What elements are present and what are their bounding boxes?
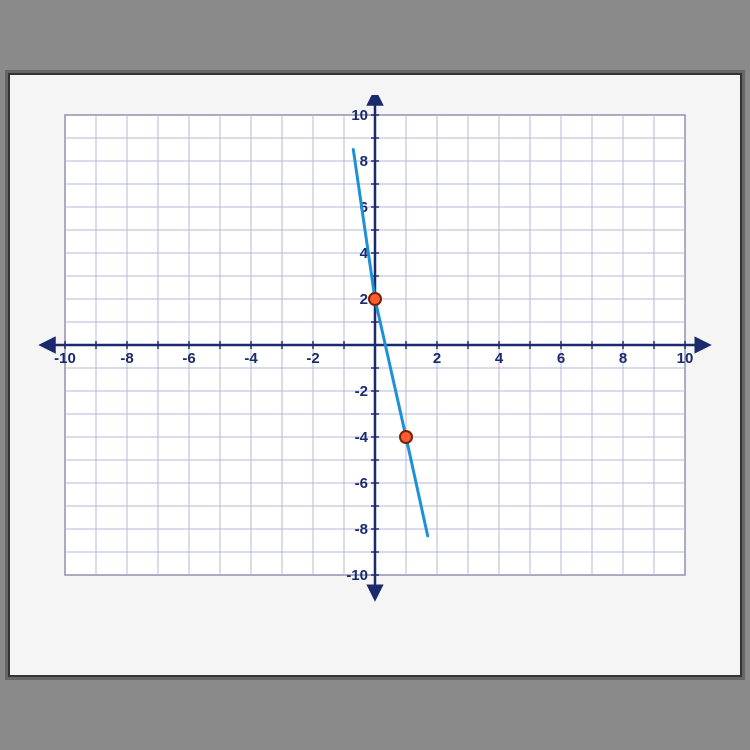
svg-text:8: 8 <box>360 153 368 170</box>
svg-text:-10: -10 <box>346 567 368 584</box>
svg-text:-8: -8 <box>120 350 133 367</box>
svg-text:-6: -6 <box>182 350 195 367</box>
svg-text:-2: -2 <box>355 383 368 400</box>
coordinate-plane: -10-8-6-4-2246810-10-8-6-4-2246810 <box>25 95 725 625</box>
svg-text:2: 2 <box>433 350 441 367</box>
svg-text:2: 2 <box>360 291 368 308</box>
svg-text:4: 4 <box>495 350 504 367</box>
svg-text:10: 10 <box>351 107 368 124</box>
graph-plot: -10-8-6-4-2246810-10-8-6-4-2246810 <box>25 95 725 625</box>
svg-text:-10: -10 <box>54 350 76 367</box>
svg-text:-8: -8 <box>355 521 368 538</box>
svg-text:-2: -2 <box>306 350 319 367</box>
svg-text:10: 10 <box>677 350 694 367</box>
svg-text:8: 8 <box>619 350 627 367</box>
screenshot-frame: -10-8-6-4-2246810-10-8-6-4-2246810 <box>8 73 742 677</box>
svg-text:-4: -4 <box>244 350 258 367</box>
svg-text:-6: -6 <box>355 475 368 492</box>
svg-text:-4: -4 <box>355 429 369 446</box>
svg-text:6: 6 <box>557 350 565 367</box>
